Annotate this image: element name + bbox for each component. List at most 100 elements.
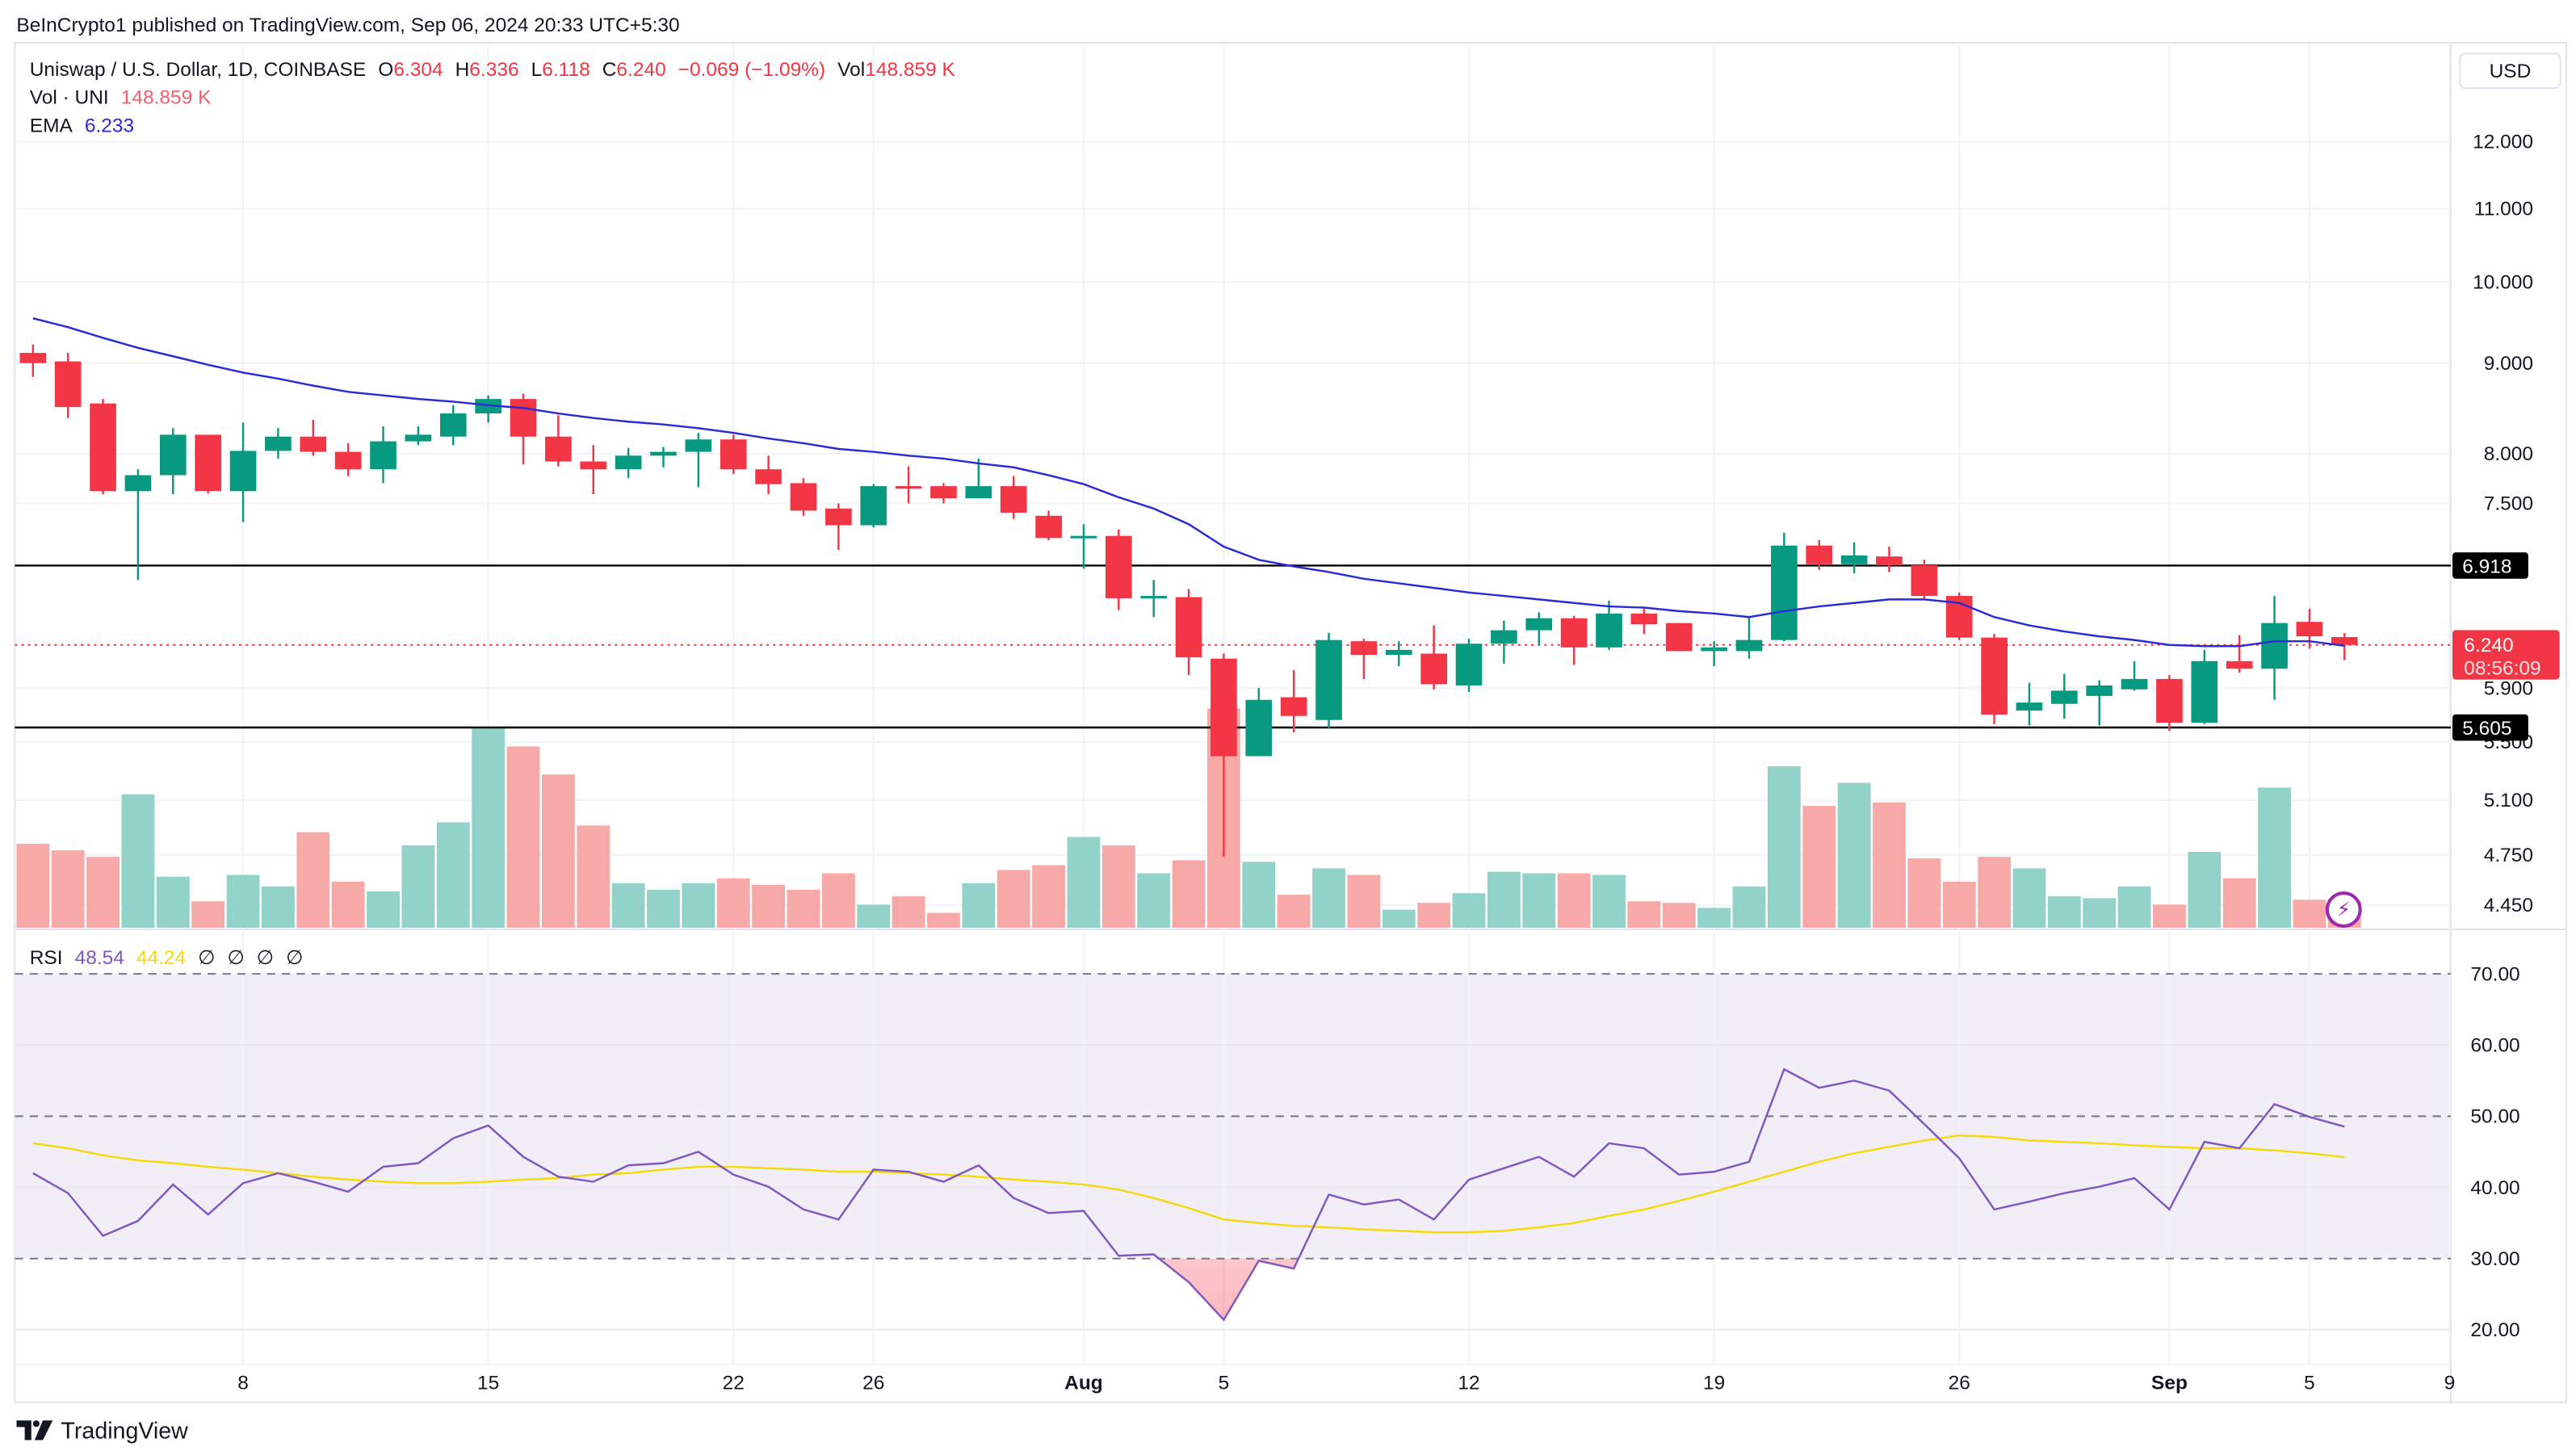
- volume-bar: [577, 825, 610, 928]
- volume-bar: [191, 901, 225, 928]
- candle-body: [1385, 649, 1412, 656]
- candle-body: [2226, 660, 2253, 669]
- volume-bar: [1242, 862, 1276, 928]
- open-value: 6.304: [393, 57, 443, 81]
- candle: [334, 442, 362, 476]
- candle: [1245, 688, 1273, 757]
- candle-body: [965, 486, 992, 499]
- high-label: H: [455, 57, 470, 81]
- candle: [1525, 612, 1553, 645]
- chart-frame: [14, 42, 2567, 1403]
- candle: [1911, 560, 1938, 598]
- volume-bar: [1101, 845, 1135, 928]
- volume-bar: [367, 891, 400, 928]
- volume-bar: [1907, 858, 1941, 928]
- candle: [685, 433, 712, 488]
- volume-bar: [996, 870, 1030, 928]
- low-label: L: [531, 57, 543, 81]
- candle-body: [930, 486, 957, 499]
- candle: [54, 353, 82, 418]
- candle-body: [2331, 637, 2358, 645]
- candle-body: [2051, 690, 2078, 704]
- candle: [790, 478, 817, 516]
- high-value: 6.336: [469, 57, 519, 81]
- rsi-tick-label: 30.00: [2470, 1248, 2519, 1270]
- candle: [860, 484, 887, 528]
- candle-body: [265, 436, 292, 451]
- candle: [545, 415, 572, 467]
- close-value: 6.240: [616, 57, 666, 81]
- candle: [2016, 682, 2043, 726]
- candle: [1735, 615, 1763, 659]
- candle: [1175, 589, 1202, 676]
- volume-bar: [1627, 901, 1661, 928]
- open-label: O: [378, 57, 394, 81]
- candle-body: [790, 483, 817, 511]
- volume-bar: [156, 876, 190, 928]
- candle-body: [229, 451, 257, 492]
- date-tick-label: Aug: [1064, 1372, 1103, 1394]
- candle-body: [2121, 678, 2148, 690]
- candle-body: [1070, 535, 1097, 539]
- price-tick-label: 12.000: [2473, 132, 2533, 153]
- rsi-legend[interactable]: RSI 48.54 44.24 ∅ ∅ ∅ ∅: [30, 946, 310, 969]
- volume-bar: [121, 794, 155, 928]
- candle-body: [1701, 647, 1727, 652]
- date-tick-label: 9: [2444, 1372, 2456, 1394]
- candle: [1210, 653, 1237, 857]
- price-tick-label: 8.000: [2484, 443, 2533, 465]
- volume-bar: [1277, 895, 1311, 928]
- candle: [1350, 639, 1378, 679]
- volume-bar: [401, 845, 435, 928]
- candle: [825, 503, 852, 551]
- date-tick-label: 22: [723, 1372, 745, 1394]
- rsi-tick-label: 40.00: [2470, 1177, 2519, 1199]
- candle: [265, 428, 292, 459]
- candle-body: [2296, 622, 2323, 637]
- volume-bar: [541, 774, 575, 928]
- candle: [439, 405, 467, 446]
- price-tick-label: 5.900: [2484, 677, 2533, 699]
- volume-bar: [1557, 873, 1591, 928]
- candle: [1771, 532, 1798, 642]
- candle: [1105, 529, 1132, 610]
- candle-body: [195, 434, 222, 492]
- candle: [1630, 608, 1658, 635]
- candle: [90, 399, 116, 495]
- volume-indicator-label: Vol · UNI: [29, 86, 109, 109]
- tradingview-logo[interactable]: TradingView: [16, 1417, 188, 1444]
- candle-body: [510, 399, 537, 437]
- candle-body: [2016, 702, 2043, 711]
- candle-body: [1315, 639, 1342, 720]
- candle: [895, 466, 922, 504]
- volume-bar: [226, 874, 260, 928]
- last-price-label: 6.240: [2464, 635, 2513, 656]
- volume-bar: [927, 912, 960, 928]
- candle-body: [545, 436, 572, 462]
- rsi-line: [32, 1067, 2345, 1322]
- currency-button[interactable]: USD: [2459, 52, 2561, 90]
- candle-body: [1280, 697, 1307, 716]
- candle-body: [1245, 699, 1273, 757]
- volume-bar: [821, 873, 855, 928]
- rsi-empty-value: ∅: [256, 946, 275, 969]
- volume-bar: [1732, 886, 1766, 928]
- candle-body: [1560, 618, 1588, 648]
- volume-indicator-legend[interactable]: Vol · UNI 148.859 K: [30, 86, 218, 109]
- volume-bar: [296, 832, 330, 928]
- volume-bar: [2258, 787, 2291, 928]
- lightning-icon[interactable]: ⚡︎: [2325, 891, 2362, 928]
- candle-body: [1665, 623, 1693, 652]
- candle: [300, 419, 327, 456]
- tradingview-logo-icon: [16, 1420, 53, 1440]
- candle-body: [1525, 618, 1553, 631]
- symbol-legend: Uniswap / U.S. Dollar, 1D, COINBASE O6.3…: [30, 57, 962, 81]
- ema-legend[interactable]: EMA 6.233: [30, 114, 141, 137]
- candle-body: [300, 436, 327, 452]
- price-tick-label: 10.000: [2473, 271, 2533, 293]
- candle-body: [54, 361, 82, 408]
- symbol-title[interactable]: Uniswap / U.S. Dollar, 1D, COINBASE: [29, 57, 367, 81]
- ema-line: [32, 317, 2345, 648]
